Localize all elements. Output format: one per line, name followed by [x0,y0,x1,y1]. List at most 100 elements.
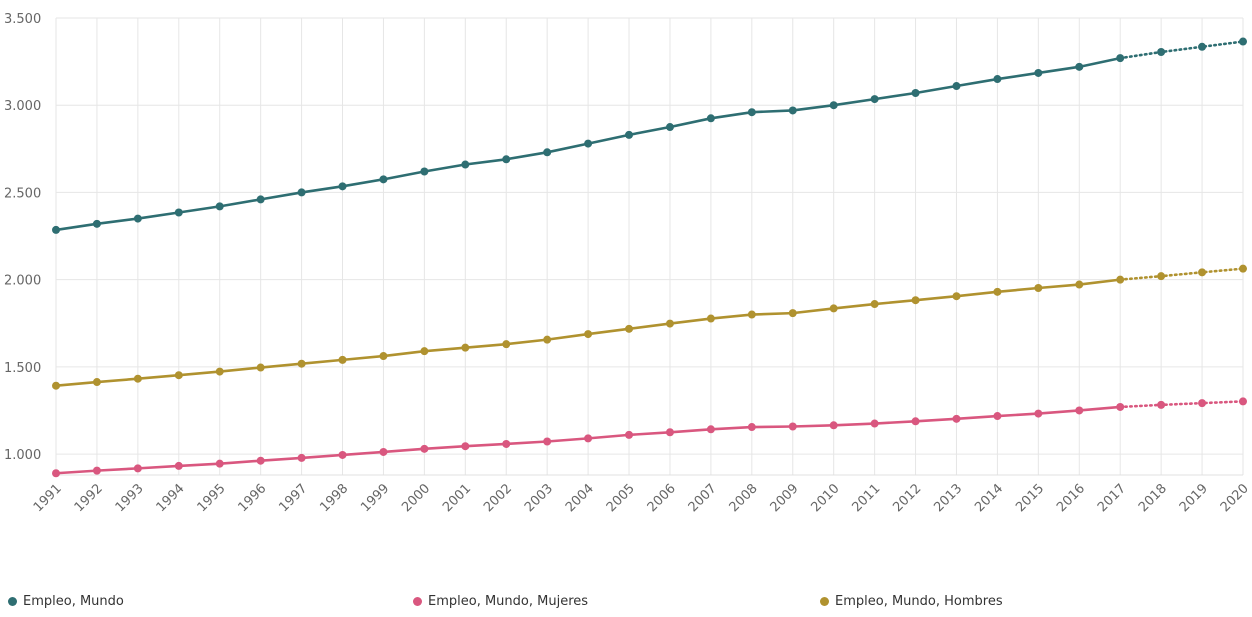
data-point[interactable] [174,208,183,217]
x-tick-label: 1993 [113,481,147,515]
data-point[interactable] [706,314,715,323]
data-point[interactable] [461,160,470,169]
y-tick-label: 3.000 [4,99,41,114]
data-point[interactable] [747,310,756,319]
data-point[interactable] [747,423,756,432]
data-point[interactable] [665,428,674,437]
data-point[interactable] [256,195,265,204]
data-point[interactable] [133,374,142,383]
x-tick-label: 2012 [890,481,924,515]
data-point[interactable] [706,425,715,434]
data-point[interactable] [1198,42,1207,51]
data-point[interactable] [174,461,183,470]
data-point[interactable] [133,464,142,473]
data-point[interactable] [1075,280,1084,289]
data-point[interactable] [338,355,347,364]
data-point[interactable] [379,447,388,456]
data-point[interactable] [829,101,838,110]
data-point[interactable] [584,139,593,148]
data-point[interactable] [625,430,634,439]
data-point[interactable] [584,330,593,339]
data-point[interactable] [993,412,1002,421]
data-point[interactable] [461,442,470,451]
data-point[interactable] [543,437,552,446]
data-point[interactable] [584,434,593,443]
data-point[interactable] [870,300,879,309]
data-point[interactable] [911,296,920,305]
data-point[interactable] [52,225,60,234]
data-point[interactable] [625,324,634,333]
data-point[interactable] [1034,68,1043,77]
data-point[interactable] [870,95,879,104]
data-point[interactable] [1157,272,1166,281]
x-tick-label: 1997 [276,481,310,515]
data-point[interactable] [52,381,60,390]
data-point[interactable] [1239,264,1247,273]
x-tick-label: 2010 [809,481,843,515]
data-point[interactable] [92,378,101,387]
data-point[interactable] [993,287,1002,296]
legend-item[interactable]: Empleo, Mundo, Mujeres [413,594,588,609]
data-point[interactable] [1116,54,1125,63]
data-point[interactable] [788,106,797,115]
data-point[interactable] [788,422,797,431]
data-point[interactable] [1198,399,1207,408]
data-point[interactable] [52,469,60,478]
data-point[interactable] [502,340,511,349]
series-1 [52,37,1247,234]
data-point[interactable] [1157,400,1166,409]
data-point[interactable] [706,114,715,123]
data-point[interactable] [92,466,101,475]
data-point[interactable] [952,82,961,91]
data-point[interactable] [1075,62,1084,71]
data-point[interactable] [502,439,511,448]
data-point[interactable] [747,108,756,117]
data-point[interactable] [1116,275,1125,284]
data-point[interactable] [993,75,1002,84]
data-point[interactable] [215,459,224,468]
data-point[interactable] [461,343,470,352]
data-point[interactable] [543,335,552,344]
data-point[interactable] [215,367,224,376]
data-point[interactable] [788,309,797,318]
data-point[interactable] [870,419,879,428]
data-point[interactable] [829,421,838,430]
data-point[interactable] [420,347,429,356]
data-point[interactable] [256,363,265,372]
data-point[interactable] [829,304,838,313]
data-point[interactable] [215,202,224,211]
data-point[interactable] [297,188,306,197]
data-point[interactable] [133,214,142,223]
data-point[interactable] [1116,402,1125,411]
data-point[interactable] [1157,48,1166,57]
data-point[interactable] [502,155,511,164]
data-point[interactable] [379,352,388,361]
legend-item[interactable]: Empleo, Mundo, Hombres [820,594,1003,609]
data-point[interactable] [256,456,265,465]
data-point[interactable] [665,123,674,132]
data-point[interactable] [297,359,306,368]
x-tick-label: 2016 [1054,481,1088,515]
data-point[interactable] [297,453,306,462]
data-point[interactable] [625,130,634,139]
data-point[interactable] [92,219,101,228]
data-point[interactable] [665,319,674,328]
data-point[interactable] [338,182,347,191]
data-point[interactable] [543,148,552,157]
data-point[interactable] [911,417,920,426]
data-point[interactable] [174,371,183,380]
data-point[interactable] [338,450,347,459]
data-point[interactable] [420,444,429,453]
data-point[interactable] [420,167,429,176]
legend-item[interactable]: Empleo, Mundo [8,594,124,609]
data-point[interactable] [1198,268,1207,277]
data-point[interactable] [1239,37,1247,46]
data-point[interactable] [1034,409,1043,418]
data-point[interactable] [379,175,388,184]
data-point[interactable] [1034,284,1043,293]
data-point[interactable] [911,89,920,98]
data-point[interactable] [952,414,961,423]
data-point[interactable] [1075,406,1084,415]
data-point[interactable] [952,292,961,301]
data-point[interactable] [1239,397,1247,406]
